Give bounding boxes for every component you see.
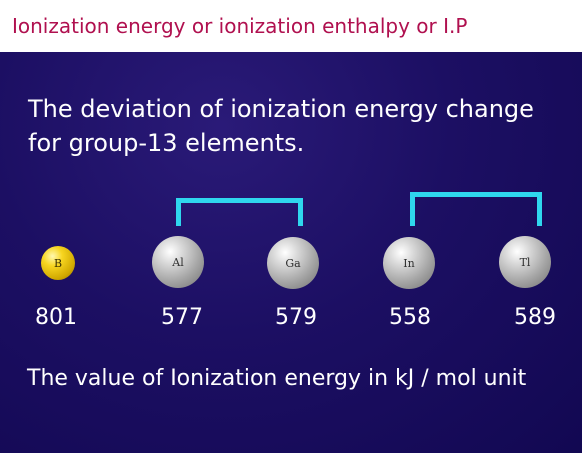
thallium-ionization-energy: 589 — [514, 305, 556, 330]
indium-sphere: In — [383, 237, 435, 289]
gallium-ionization-energy: 579 — [275, 305, 317, 330]
boron-symbol: B — [53, 256, 63, 270]
thallium-symbol: Tl — [519, 255, 531, 269]
gallium-symbol: Ga — [285, 256, 301, 270]
unit-note: The value of Ionization energy in kJ / m… — [27, 366, 527, 391]
in-tl-bracket — [410, 192, 542, 226]
boron-ionization-energy: 801 — [35, 305, 77, 330]
slide-title: Ionization energy or ionization enthalpy… — [12, 14, 468, 38]
indium-ionization-energy: 558 — [389, 305, 431, 330]
gallium-sphere: Ga — [267, 237, 319, 289]
boron-sphere: B — [41, 246, 75, 280]
thallium-sphere: Tl — [499, 236, 551, 288]
aluminium-symbol: Al — [172, 255, 184, 269]
al-ga-bracket — [176, 198, 303, 226]
aluminium-sphere: Al — [152, 236, 204, 288]
aluminium-ionization-energy: 577 — [161, 305, 203, 330]
indium-symbol: In — [403, 256, 415, 270]
slide-heading: The deviation of ionization energy chang… — [28, 95, 534, 157]
title-bar: Ionization energy or ionization enthalpy… — [0, 0, 582, 52]
